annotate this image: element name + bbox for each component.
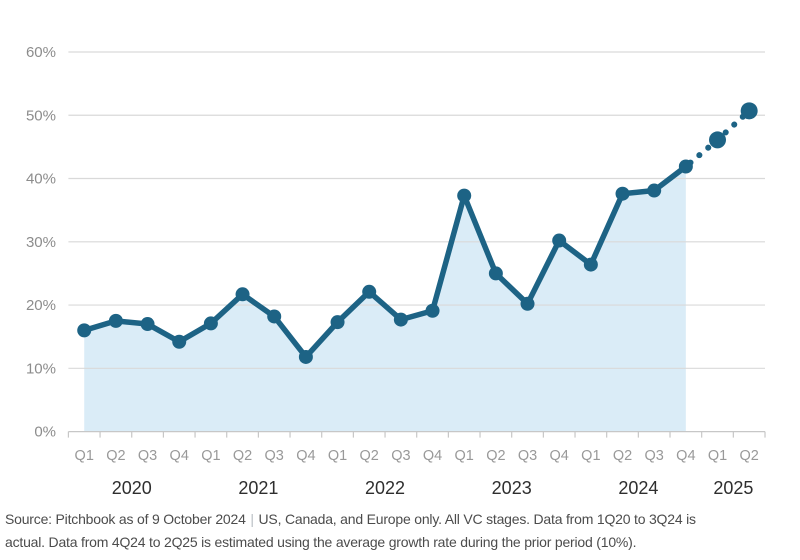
- quarter-label: Q2: [486, 448, 505, 464]
- source-note: Source: Pitchbook as of 9 October 2024 |…: [5, 508, 797, 553]
- data-point-Q2-2024: [615, 186, 630, 201]
- data-point-Q4-2023: [552, 233, 567, 248]
- quarter-label: Q1: [581, 448, 600, 464]
- quarter-label: Q2: [740, 448, 759, 464]
- data-point-Q1-2024: [583, 257, 598, 272]
- data-point-Q3-2024: [647, 183, 662, 198]
- quarter-label: Q1: [201, 448, 220, 464]
- x-axis-quarter-labels: Q1 Q2 Q3 Q4 Q1 Q2 Q3 Q4 Q1 Q2 Q3 Q4 Q1 Q2 Q3 Q4 Q1 Q2 Q3 Q4…: [75, 448, 759, 464]
- quarter-label: Q3: [265, 448, 284, 464]
- quarter-label: Q3: [645, 448, 664, 464]
- data-point-Q4-2020: [172, 334, 187, 349]
- data-point-Q2-2023: [488, 266, 503, 281]
- y-tick-label: 0%: [34, 424, 56, 441]
- data-point-Q2-2025: [740, 102, 758, 120]
- y-tick-label: 10%: [26, 360, 56, 377]
- quarter-label: Q4: [170, 448, 189, 464]
- line-chart: 0% 10% 20% 30% 40% 50% 60% Q1 Q2 Q3 Q4 Q1 Q2 Q3 Q4 Q1 Q2…: [26, 44, 766, 498]
- y-tick-label: 60%: [26, 44, 56, 61]
- y-tick-label: 20%: [26, 297, 56, 314]
- x-axis-year-labels: 2020 2021 2022 2023 2024 2025: [112, 478, 754, 498]
- data-point-Q3-2020: [140, 317, 155, 332]
- data-point-Q1-2022: [330, 315, 345, 330]
- data-point-Q4-2021: [298, 349, 313, 364]
- data-point-Q1-2021: [203, 316, 218, 331]
- quarter-label: Q4: [296, 448, 315, 464]
- data-points: [77, 102, 758, 364]
- quarter-label: Q3: [138, 448, 157, 464]
- year-label-2024: 2024: [618, 478, 658, 498]
- year-label-2020: 2020: [112, 478, 152, 498]
- year-label-2022: 2022: [365, 478, 405, 498]
- area-fill: [84, 166, 686, 432]
- x-axis: [67, 431, 766, 438]
- quarter-label: Q4: [676, 448, 695, 464]
- source-note-line1: Source: Pitchbook as of 9 October 2024 |…: [5, 508, 797, 531]
- quarter-label: Q2: [106, 448, 125, 464]
- gridlines: [68, 51, 766, 369]
- y-tick-label: 50%: [26, 107, 56, 124]
- quarter-label: Q3: [391, 448, 410, 464]
- data-point-Q1-2023: [457, 188, 472, 203]
- data-point-Q1-2025: [709, 131, 727, 149]
- quarter-label: Q1: [708, 448, 727, 464]
- quarter-label: Q1: [328, 448, 347, 464]
- quarter-label: Q4: [550, 448, 569, 464]
- quarter-label: Q1: [75, 448, 94, 464]
- data-point-Q4-2022: [425, 303, 440, 318]
- year-label-2023: 2023: [492, 478, 532, 498]
- data-point-Q3-2023: [520, 296, 535, 311]
- data-point-Q2-2021: [235, 287, 250, 302]
- y-tick-label: 30%: [26, 234, 56, 251]
- data-point-Q4-2024: [678, 159, 693, 174]
- source-text: Source: Pitchbook as of 9 October 2024: [5, 511, 246, 527]
- quarter-label: Q3: [518, 448, 537, 464]
- source-note-line2: actual. Data from 4Q24 to 2Q25 is estima…: [5, 533, 637, 550]
- source-separator: |: [250, 511, 254, 527]
- quarter-label: Q2: [233, 448, 252, 464]
- data-point-Q2-2022: [362, 284, 377, 299]
- data-point-Q1-2020: [77, 323, 92, 338]
- source-scope-text: US, Canada, and Europe only. All VC stag…: [258, 511, 696, 527]
- quarter-label: Q2: [613, 448, 632, 464]
- data-point-Q2-2020: [108, 313, 123, 328]
- data-point-Q3-2021: [267, 309, 282, 324]
- y-axis-labels: 0% 10% 20% 30% 40% 50% 60%: [26, 44, 56, 441]
- quarter-label: Q2: [360, 448, 379, 464]
- quarter-label: Q1: [455, 448, 474, 464]
- data-point-Q3-2022: [393, 312, 408, 327]
- quarter-label: Q4: [423, 448, 442, 464]
- year-label-2025: 2025: [713, 478, 753, 498]
- y-tick-label: 40%: [26, 171, 56, 188]
- year-label-2021: 2021: [238, 478, 278, 498]
